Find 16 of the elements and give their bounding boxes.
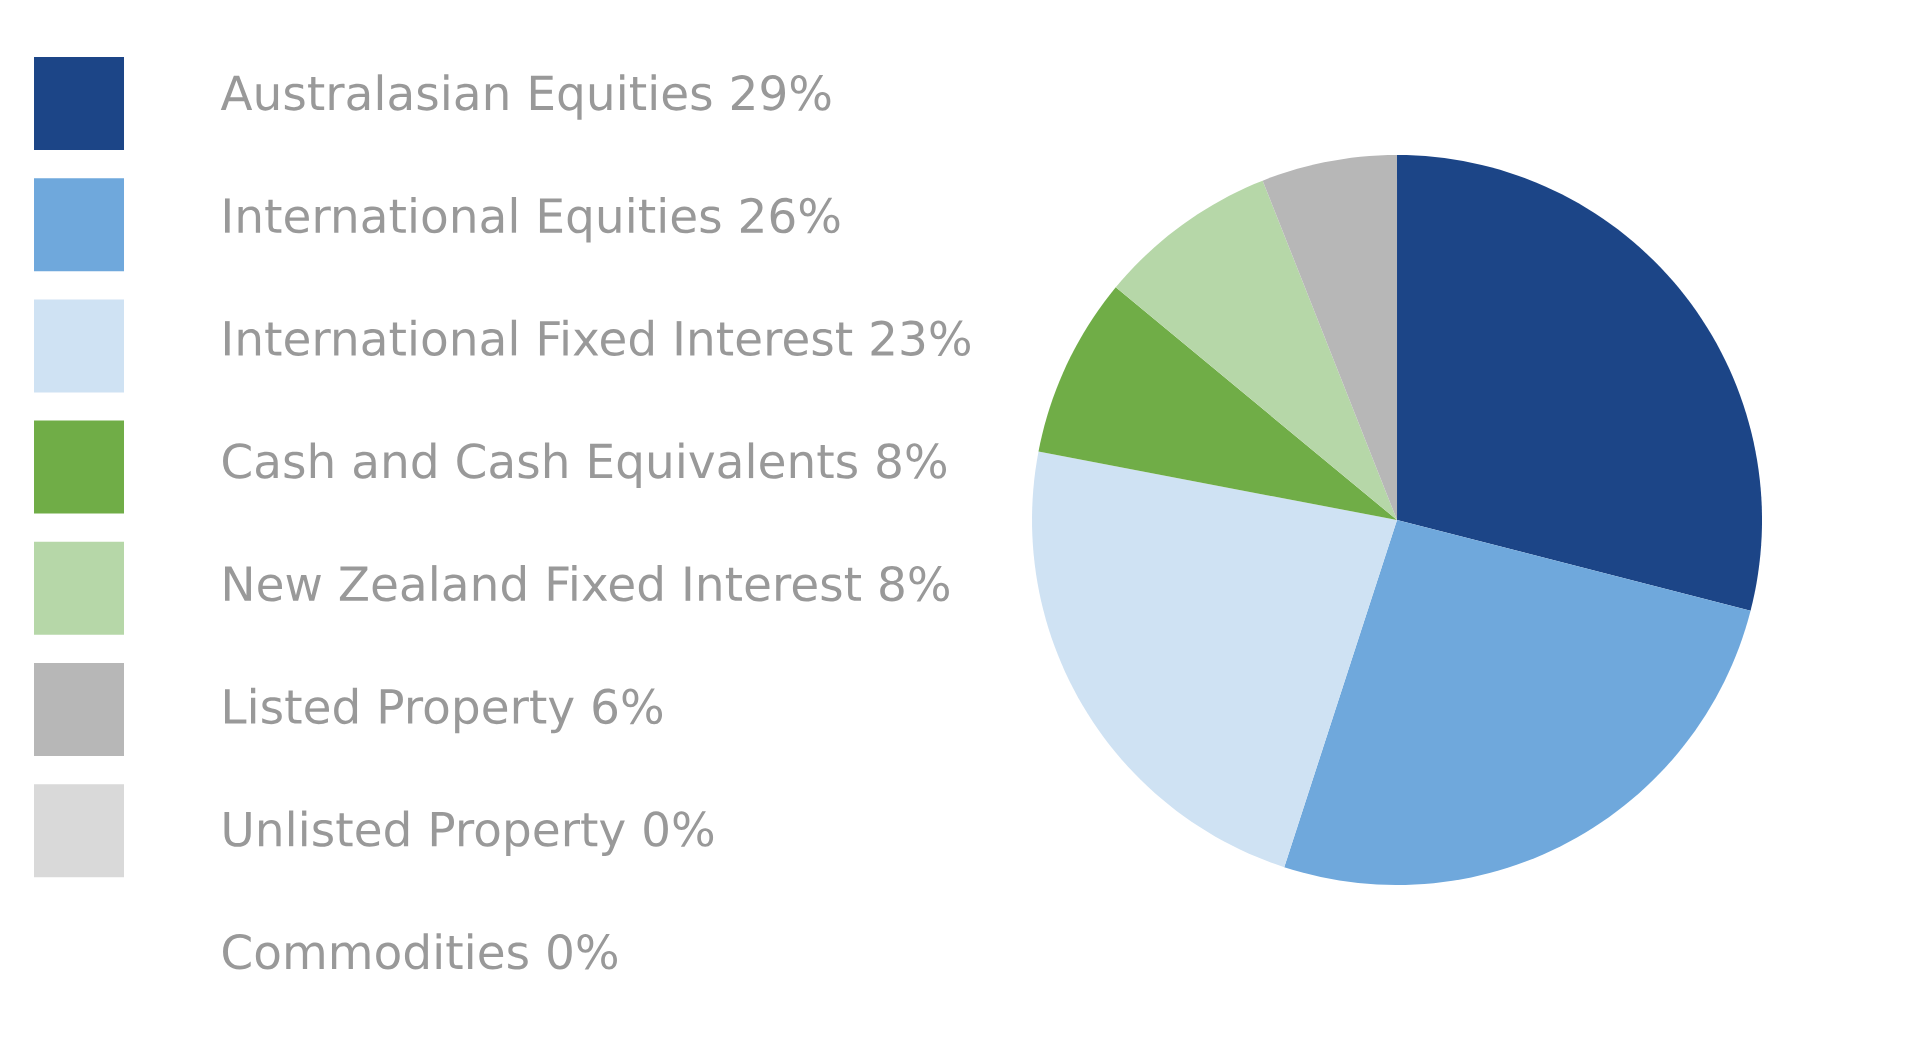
data-label: 6% — [593, 688, 663, 725]
category-label: Commodities — [223, 933, 528, 970]
data-label: 29% — [731, 75, 831, 111]
legend-label: Cash and Cash Equivalents — [223, 442, 857, 488]
legend-label: International Fixed Interest — [225, 319, 853, 357]
legend-label: Australasian Equities — [220, 74, 712, 120]
legend-label: Listed Property — [225, 687, 574, 734]
data-label: 8% — [877, 443, 946, 479]
data-label: 8% — [880, 565, 949, 602]
legend-label: Unlisted Property — [224, 810, 625, 856]
data-label: 23% — [871, 320, 970, 357]
text: 0% — [644, 811, 714, 847]
legend-label: International Equities — [225, 197, 721, 243]
data-label: 26% — [740, 197, 840, 234]
legend-label: New Zealand Fixed Interest — [225, 565, 861, 602]
text: 0% — [548, 934, 617, 970]
